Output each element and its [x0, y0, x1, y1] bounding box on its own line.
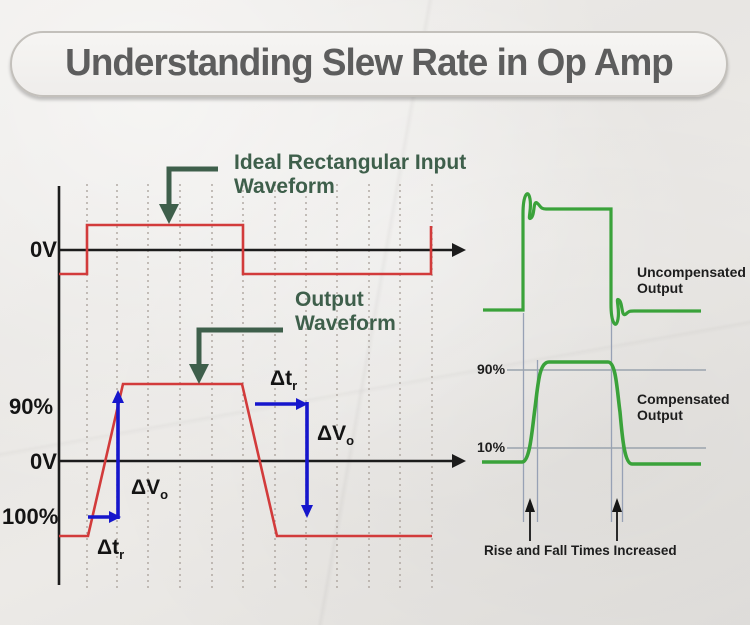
uncompensated-waveform — [483, 192, 701, 326]
right-ninety-percent-label: 90% — [477, 361, 506, 377]
compensated-waveform — [482, 360, 701, 466]
compensated-output-label: Compensated Output — [637, 391, 730, 424]
output-trapezoid-waveform — [59, 382, 432, 538]
right-ten-percent-label: 10% — [477, 439, 506, 455]
input-waveform-label: Ideal Rectangular Input Waveform — [234, 151, 467, 198]
input-square-waveform — [59, 223, 433, 276]
x-axis-input — [58, 243, 466, 257]
fall-time-increase-arrow — [612, 498, 622, 541]
rise-time-arrow — [88, 511, 121, 523]
output-label-arrow — [189, 327, 283, 384]
uncompensated-output-label: Uncompensated Output — [637, 264, 746, 297]
delta-v-fall-label: ΔVo — [317, 422, 355, 449]
zero-volt-output-label: 0V — [30, 449, 57, 474]
fall-time-arrow — [255, 398, 308, 410]
rise-fall-caption: Rise and Fall Times Increased — [484, 543, 677, 558]
page-title: Understanding Slew Rate in Op Amp — [65, 42, 674, 84]
rise-voltage-arrow — [112, 390, 124, 519]
input-label-arrow — [159, 166, 218, 224]
delta-v-rise-label: ΔVo — [131, 476, 169, 503]
x-axis-output — [58, 454, 466, 468]
rise-time-increase-arrow — [525, 498, 535, 541]
output-waveform-label: Output Waveform — [295, 288, 396, 335]
title-banner: Understanding Slew Rate in Op Amp — [10, 31, 728, 97]
fall-voltage-arrow — [301, 402, 313, 518]
rise-fall-marker-lines — [522, 313, 624, 522]
delta-t-fall-label: Δtr — [270, 367, 298, 394]
gridlines — [86, 184, 433, 588]
ninety-percent-label: 90% — [9, 394, 54, 419]
hundred-percent-label: 100% — [2, 504, 59, 529]
zero-volt-input-label: 0V — [30, 237, 57, 262]
delta-t-rise-label: Δtr — [97, 536, 125, 563]
